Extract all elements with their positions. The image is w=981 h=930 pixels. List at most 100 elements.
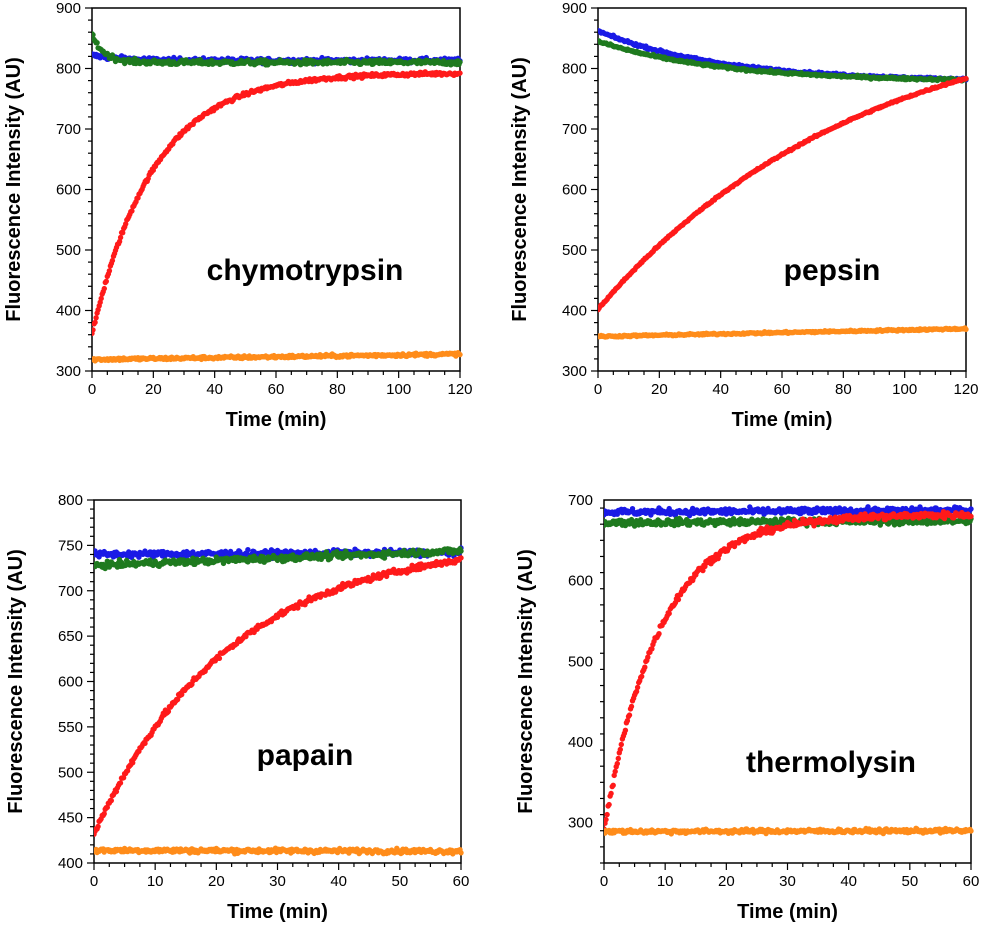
x-axis-label: Time (min): [227, 901, 328, 923]
data-point: [106, 268, 113, 274]
y-tick-label: 300: [568, 815, 593, 832]
data-point: [165, 708, 172, 715]
y-tick-label: 500: [56, 242, 81, 259]
y-tick-label: 750: [58, 537, 83, 554]
data-point: [963, 75, 969, 82]
series-green: [94, 546, 464, 572]
x-axis-label: Time (min): [226, 409, 327, 431]
y-tick-label: 800: [58, 492, 83, 509]
thermolysin-panel: 0 10 20 30 40 50 60 300 400 500 600 700 Time (min) Fl…: [515, 492, 979, 923]
data-point: [227, 548, 234, 555]
data-point: [117, 780, 124, 786]
x-tick-label: 20: [718, 873, 735, 890]
y-axis-label: Fluorescence Intensity (AU): [515, 549, 537, 814]
series-orange: [94, 845, 464, 857]
x-tick-label: 40: [840, 873, 857, 890]
data-point: [109, 257, 116, 264]
x-tick-label: 50: [901, 873, 918, 890]
data-point: [103, 278, 110, 284]
papain-panel: 0 10 20 30 40 50 60400450500550600650700750800…: [5, 492, 469, 923]
data-point: [93, 315, 99, 321]
series-blue: [604, 504, 974, 519]
x-tick-label: 0: [600, 873, 608, 890]
data-point: [129, 554, 135, 561]
x-tick-label: 60: [453, 873, 470, 890]
x-tick-label: 30: [269, 873, 286, 890]
data-point: [458, 548, 464, 554]
panel-title: chymotrypsin: [207, 254, 404, 287]
x-axis-label: Time (min): [732, 409, 833, 431]
data-point: [323, 549, 330, 555]
x-tick-label: 40: [330, 873, 347, 890]
data-point: [457, 70, 463, 76]
x-tick-label: 60: [963, 873, 980, 890]
plot-frame: [603, 499, 972, 864]
y-tick-label: 700: [58, 583, 83, 600]
data-point: [92, 327, 96, 333]
x-tick-label: 40: [712, 381, 729, 398]
x-tick-label: 10: [657, 873, 674, 890]
x-tick-label: 120: [953, 381, 978, 398]
y-tick-label: 400: [58, 855, 83, 872]
pepsin-panel: 0 20 40 60 80 100 120300400500600700800900Time…: [509, 0, 979, 431]
plot-frame: [597, 7, 967, 372]
y-tick-label: 550: [58, 719, 83, 736]
y-tick-label: 500: [58, 764, 83, 781]
data-point: [92, 32, 96, 38]
y-tick-label: 300: [56, 363, 81, 380]
x-tick-label: 0: [90, 873, 98, 890]
data-point: [101, 811, 107, 817]
data-point: [98, 295, 104, 302]
y-tick-label: 600: [568, 573, 593, 590]
data-point: [216, 655, 223, 661]
y-tick-label: 900: [562, 0, 587, 17]
data-point: [458, 555, 464, 561]
data-point: [92, 319, 98, 326]
panel-title: thermolysin: [746, 746, 916, 779]
x-tick-label: 100: [386, 381, 411, 398]
y-tick-label: 700: [568, 492, 593, 509]
x-tick-label: 60: [774, 381, 791, 398]
series-red: [92, 69, 463, 337]
y-tick-label: 450: [58, 810, 83, 827]
data-point: [94, 40, 100, 46]
data-point: [245, 547, 251, 553]
y-tick-label: 400: [56, 303, 81, 320]
x-tick-label: 100: [892, 381, 917, 398]
series-red: [94, 555, 464, 837]
y-tick-label: 500: [568, 653, 593, 670]
data-point: [381, 555, 388, 561]
series-orange: [598, 325, 969, 340]
y-tick-label: 500: [562, 242, 587, 259]
data-point: [108, 797, 115, 804]
data-point: [458, 850, 464, 856]
x-tick-label: 20: [145, 381, 162, 398]
x-tick-label: 60: [268, 381, 285, 398]
x-tick-label: 20: [651, 381, 668, 398]
chymotrypsin-panel: 0 20 40 60 80 100 120300400500600700800900Time…: [3, 0, 473, 431]
y-tick-label: 650: [58, 628, 83, 645]
x-tick-label: 40: [206, 381, 223, 398]
y-tick-label: 900: [56, 0, 81, 17]
x-tick-label: 50: [391, 873, 408, 890]
data-point: [120, 230, 126, 236]
y-tick-label: 800: [562, 61, 587, 78]
x-tick-label: 80: [835, 381, 852, 398]
y-tick-label: 400: [568, 734, 593, 751]
y-tick-label: 400: [562, 303, 587, 320]
y-tick-label: 700: [56, 121, 81, 138]
data-point: [333, 548, 340, 555]
y-tick-label: 300: [562, 363, 587, 380]
series-green: [598, 38, 969, 84]
x-tick-label: 30: [779, 873, 796, 890]
x-tick-label: 80: [329, 381, 346, 398]
x-tick-label: 120: [447, 381, 472, 398]
series-orange: [92, 350, 463, 364]
y-tick-label: 600: [562, 182, 587, 199]
y-axis-label: Fluorescence Intensity (AU): [509, 57, 531, 322]
x-axis-label: Time (min): [737, 901, 838, 923]
x-tick-label: 10: [147, 873, 164, 890]
data-point: [117, 234, 124, 241]
data-point: [95, 823, 101, 830]
